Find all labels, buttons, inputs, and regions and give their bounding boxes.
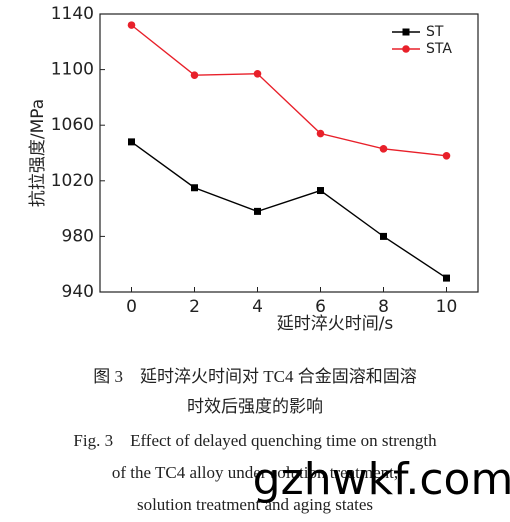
point: [190, 71, 199, 79]
caption-zh: 时效后强度的影响: [187, 397, 323, 416]
x-tick-label: 10: [436, 297, 458, 317]
point: [191, 184, 198, 192]
legend-marker: [402, 28, 410, 36]
point: [442, 151, 451, 160]
x-tick-label: 6: [315, 297, 326, 317]
legend-marker: [402, 45, 410, 53]
point: [316, 129, 325, 138]
watermark: gzhwkf.com: [253, 454, 510, 505]
point: [380, 232, 387, 240]
caption-en: Fig. 3 Effect of delayed quenching time …: [73, 431, 437, 450]
y-axis-label: 抗拉强度/MPa: [28, 99, 48, 207]
x-axis-label: 延时淬火时间/s: [277, 314, 394, 334]
y-tick-label: 1020: [51, 171, 94, 191]
caption-en: of the TC4 alloy under solution treatmen…: [112, 463, 398, 482]
series-line: [131, 24, 447, 157]
point: [317, 187, 324, 195]
point: [127, 21, 136, 29]
y-tick-label: 1100: [51, 60, 94, 80]
legend-label: ST: [426, 24, 444, 40]
y-tick-label: 1140: [51, 4, 94, 24]
point: [254, 207, 261, 215]
point: [379, 145, 388, 153]
y-tick-label: 1060: [51, 115, 94, 135]
plot-frame: [99, 13, 479, 293]
point: [443, 274, 450, 282]
point: [253, 69, 262, 78]
legend-label: STA: [426, 41, 452, 57]
caption-en: solution treatment and aging states: [137, 495, 373, 514]
x-tick-label: 8: [378, 297, 389, 317]
y-tick-label: 980: [62, 226, 94, 246]
x-tick-label: 2: [189, 297, 200, 317]
series-line: [131, 141, 447, 279]
x-tick-label: 0: [126, 297, 137, 317]
caption-zh: 图 3 延时淬火时间对 TC4 合金固溶和固溶: [93, 367, 416, 386]
x-tick-label: 4: [252, 297, 263, 317]
point: [128, 138, 135, 146]
y-tick-label: 940: [62, 282, 94, 302]
